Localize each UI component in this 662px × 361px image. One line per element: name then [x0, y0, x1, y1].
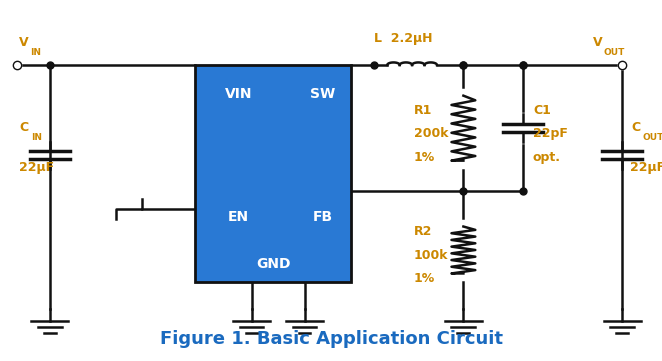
Text: OUT: OUT — [604, 48, 625, 57]
Text: IN: IN — [31, 132, 42, 142]
Text: C1: C1 — [533, 104, 551, 117]
Text: 1%: 1% — [414, 272, 435, 286]
Text: R1: R1 — [414, 104, 432, 117]
Text: V: V — [19, 36, 28, 49]
Text: V: V — [592, 36, 602, 49]
Text: IN: IN — [30, 48, 41, 57]
Text: OUT: OUT — [642, 132, 662, 142]
Bar — [195, 65, 351, 282]
Text: EN: EN — [228, 210, 249, 223]
Text: 22μF: 22μF — [630, 161, 662, 174]
Text: 22μF: 22μF — [19, 161, 54, 174]
Text: Figure 1. Basic Application Circuit: Figure 1. Basic Application Circuit — [160, 330, 502, 348]
Text: R2: R2 — [414, 225, 432, 239]
Text: FB: FB — [313, 210, 333, 223]
Text: 22pF: 22pF — [533, 127, 568, 140]
Text: 1%: 1% — [414, 151, 435, 164]
Text: C: C — [631, 121, 640, 134]
Text: 100k: 100k — [414, 249, 448, 262]
Text: C: C — [20, 121, 29, 134]
Text: L  2.2μH: L 2.2μH — [374, 32, 432, 45]
Text: SW: SW — [310, 87, 336, 101]
Text: GND: GND — [256, 257, 291, 270]
Text: 200k: 200k — [414, 127, 448, 140]
Text: VIN: VIN — [224, 87, 252, 101]
Text: opt.: opt. — [533, 151, 561, 164]
